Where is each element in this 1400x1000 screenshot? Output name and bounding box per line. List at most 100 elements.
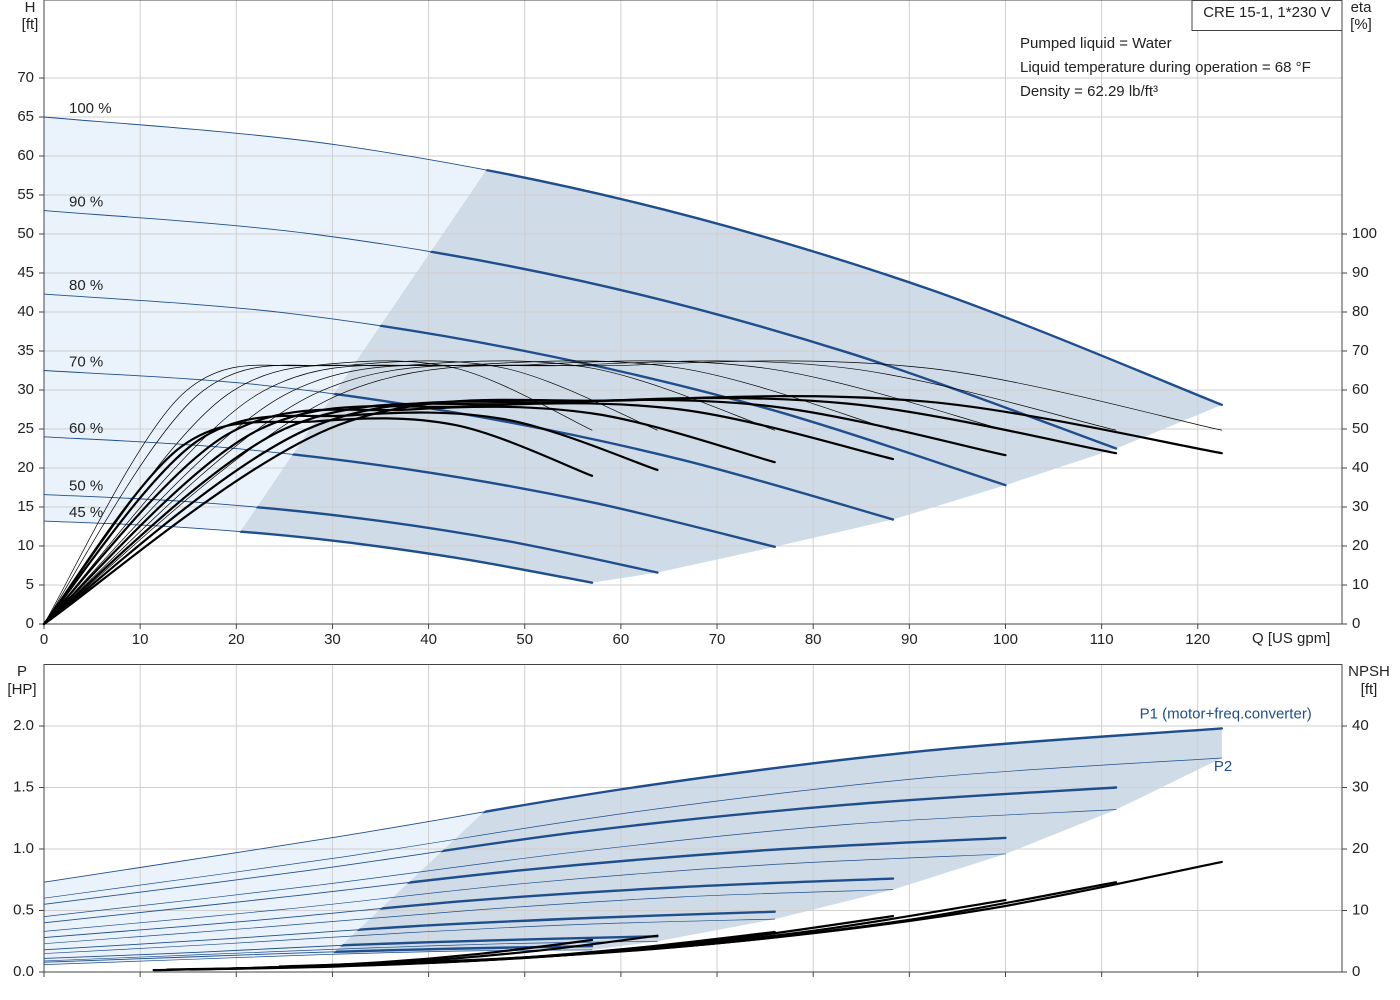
y2-tick-label: 100	[1352, 225, 1377, 242]
curves	[42, 115, 1224, 626]
curve	[43, 360, 593, 625]
y-tick-label: 0.5	[13, 901, 34, 918]
curve	[43, 889, 894, 945]
x-tick-label: 90	[901, 631, 918, 648]
y-tick-label: 2.0	[13, 717, 34, 734]
y-axis-unit: [ft]	[22, 16, 39, 33]
annotation: Density = 62.29 lb/ft³	[1020, 83, 1158, 100]
y-tick-label: 70	[17, 69, 34, 86]
curve-operating	[307, 836, 1007, 924]
x-tick-label: 30	[324, 631, 341, 648]
y2-tick-label: 10	[1352, 576, 1369, 593]
y-axis-label: H	[25, 0, 36, 16]
plot: 0 10 20 30 40 50 60 70 80 90 100 110 120 0 5 10 15 20 25 30…	[17, 0, 1377, 648]
y-tick-label: 10	[17, 537, 34, 554]
y-tick-label: 40	[17, 303, 34, 320]
curve-operating	[174, 435, 776, 548]
x-tick-label: 50	[516, 631, 533, 648]
y-tick-label: 20	[17, 459, 34, 476]
legend-box	[1191, 0, 1343, 31]
annotation: Liquid temperature during operation = 68…	[1020, 59, 1311, 76]
series-label: 100 %	[69, 100, 112, 117]
curve	[42, 411, 659, 626]
y-axis-label: P	[17, 663, 27, 680]
series-label: 90 %	[69, 194, 103, 211]
curve	[43, 809, 1117, 917]
y-tick-label: 5	[26, 576, 34, 593]
x-tick-label: 60	[613, 631, 630, 648]
x-tick-label: 80	[805, 631, 822, 648]
x-tick-label: 20	[228, 631, 245, 648]
y2-axis-label: NPSH	[1348, 663, 1390, 680]
curve	[42, 405, 776, 626]
curve	[43, 360, 1006, 625]
y2-axis-unit: [%]	[1350, 16, 1372, 33]
y-tick-label: 35	[17, 342, 34, 359]
y2-tick-label: 10	[1352, 901, 1369, 918]
y2-tick-label: 90	[1352, 264, 1369, 281]
y2-tick-label: 0	[1352, 615, 1360, 632]
y2-tick-label: 30	[1352, 778, 1369, 795]
plot: 0.0 0.5 1.0 1.5 2.0 0 10 20 30 40 P1 (motor+freq.c…	[13, 664, 1369, 980]
y-tick-label: 0.0	[13, 963, 34, 980]
curve	[43, 360, 1223, 625]
x-tick-label: 40	[420, 631, 437, 648]
curve-operating	[307, 935, 659, 960]
x-axis-label: Q [US gpm]	[1252, 630, 1330, 647]
curve	[43, 360, 1117, 625]
curve	[43, 940, 658, 962]
x-tick-label: 120	[1185, 631, 1210, 648]
y2-tick-label: 80	[1352, 303, 1369, 320]
curve-operating	[307, 877, 895, 939]
y2-tick-label: 70	[1352, 342, 1369, 359]
y-tick-label: 1.0	[13, 840, 34, 857]
y-tick-label: 65	[17, 108, 34, 125]
y-axis-unit: [HP]	[7, 681, 36, 698]
curve	[42, 417, 594, 626]
x-tick-label: 10	[132, 631, 149, 648]
curve	[43, 853, 1006, 932]
y2-tick-label: 30	[1352, 498, 1369, 515]
curves	[43, 727, 1224, 972]
y2-tick-label: 20	[1352, 840, 1369, 857]
x-tick-label: 100	[993, 631, 1018, 648]
y2-tick-label: 50	[1352, 420, 1369, 437]
regions	[44, 117, 1222, 583]
y2-axis-label: eta	[1351, 0, 1373, 16]
y-tick-label: 25	[17, 420, 34, 437]
x-tick-label: 70	[709, 631, 726, 648]
curve	[43, 360, 658, 625]
y-tick-label: 45	[17, 264, 34, 281]
series-label: 45 %	[69, 504, 103, 521]
y2-tick-label: 20	[1352, 537, 1369, 554]
y-tick-label: 1.5	[13, 778, 34, 795]
y-tick-label: 55	[17, 186, 34, 203]
curve	[43, 360, 894, 625]
curve-operating	[174, 519, 594, 584]
plot-frame	[43, 0, 1343, 625]
series-label: 60 %	[69, 420, 103, 437]
y2-tick-label: 40	[1352, 717, 1369, 734]
curve-operating	[307, 727, 1224, 884]
regions	[44, 728, 1222, 965]
y2-tick-label: 40	[1352, 459, 1369, 476]
curve-operating	[307, 786, 1118, 906]
y-tick-label: 60	[17, 147, 34, 164]
x-tick-label: 110	[1090, 631, 1114, 648]
series-label: 70 %	[69, 353, 103, 370]
y2-tick-label: 60	[1352, 381, 1369, 398]
y-tick-label: 50	[17, 225, 34, 242]
curve-operating	[307, 910, 776, 952]
y-tick-label: 30	[17, 381, 34, 398]
series-label: 50 %	[69, 477, 103, 494]
annotation: Pumped liquid = Water	[1020, 35, 1172, 52]
x-tick-label: 0	[40, 631, 48, 648]
labels: 0 10 20 30 40 50 60 70 80 90 100 110 120 0 5 10 15 20 25 30…	[17, 0, 1377, 648]
curve-operating	[174, 493, 659, 574]
y-tick-label: 15	[17, 498, 34, 515]
legend-box-text: CRE 15-1, 1*230 V	[1203, 4, 1331, 21]
y2-tick-label: 0	[1352, 963, 1360, 980]
curve	[43, 918, 776, 954]
